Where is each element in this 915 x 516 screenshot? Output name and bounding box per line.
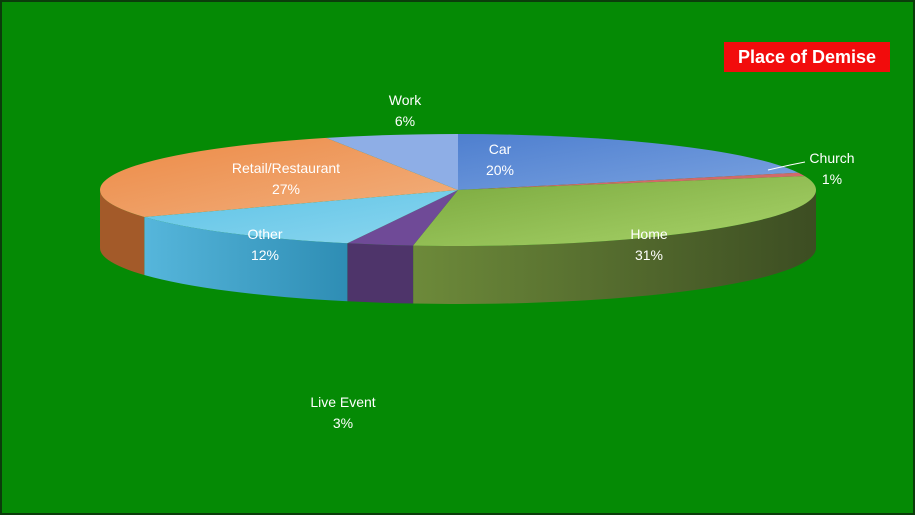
pie-slice-live-event — [347, 190, 458, 246]
pie-slice-car — [458, 134, 799, 190]
pie-side-other — [144, 216, 348, 302]
pie-slice-retail-restaurant — [99, 137, 458, 217]
data-label-home: Home — [630, 226, 668, 242]
data-value-home: 31% — [635, 247, 663, 263]
data-value-other: 12% — [251, 247, 279, 263]
data-label-church: Church — [809, 150, 854, 166]
data-value-car: 20% — [486, 162, 514, 178]
data-label-retail-restaurant: Retail/Restaurant — [232, 160, 340, 176]
data-label-car: Car — [489, 141, 512, 157]
data-label-work: Work — [389, 92, 422, 108]
data-value-church: 1% — [822, 171, 842, 187]
data-label-live-event: Live Event — [310, 394, 375, 410]
pie-slice-home — [413, 176, 816, 247]
pie-side-home — [413, 190, 816, 304]
data-value-live-event: 3% — [333, 415, 353, 431]
pie-slice-church — [458, 172, 805, 190]
chart-title: Place of Demise — [724, 42, 890, 72]
pie-side-live-event — [347, 243, 414, 304]
pie-slice-other — [144, 190, 458, 244]
data-value-retail-restaurant: 27% — [272, 181, 300, 197]
church-leader-line — [767, 161, 806, 171]
pie-slice-work — [326, 134, 458, 190]
pie-side-retail-restaurant — [100, 190, 145, 275]
data-value-work: 6% — [395, 113, 415, 129]
data-label-other: Other — [247, 226, 282, 242]
